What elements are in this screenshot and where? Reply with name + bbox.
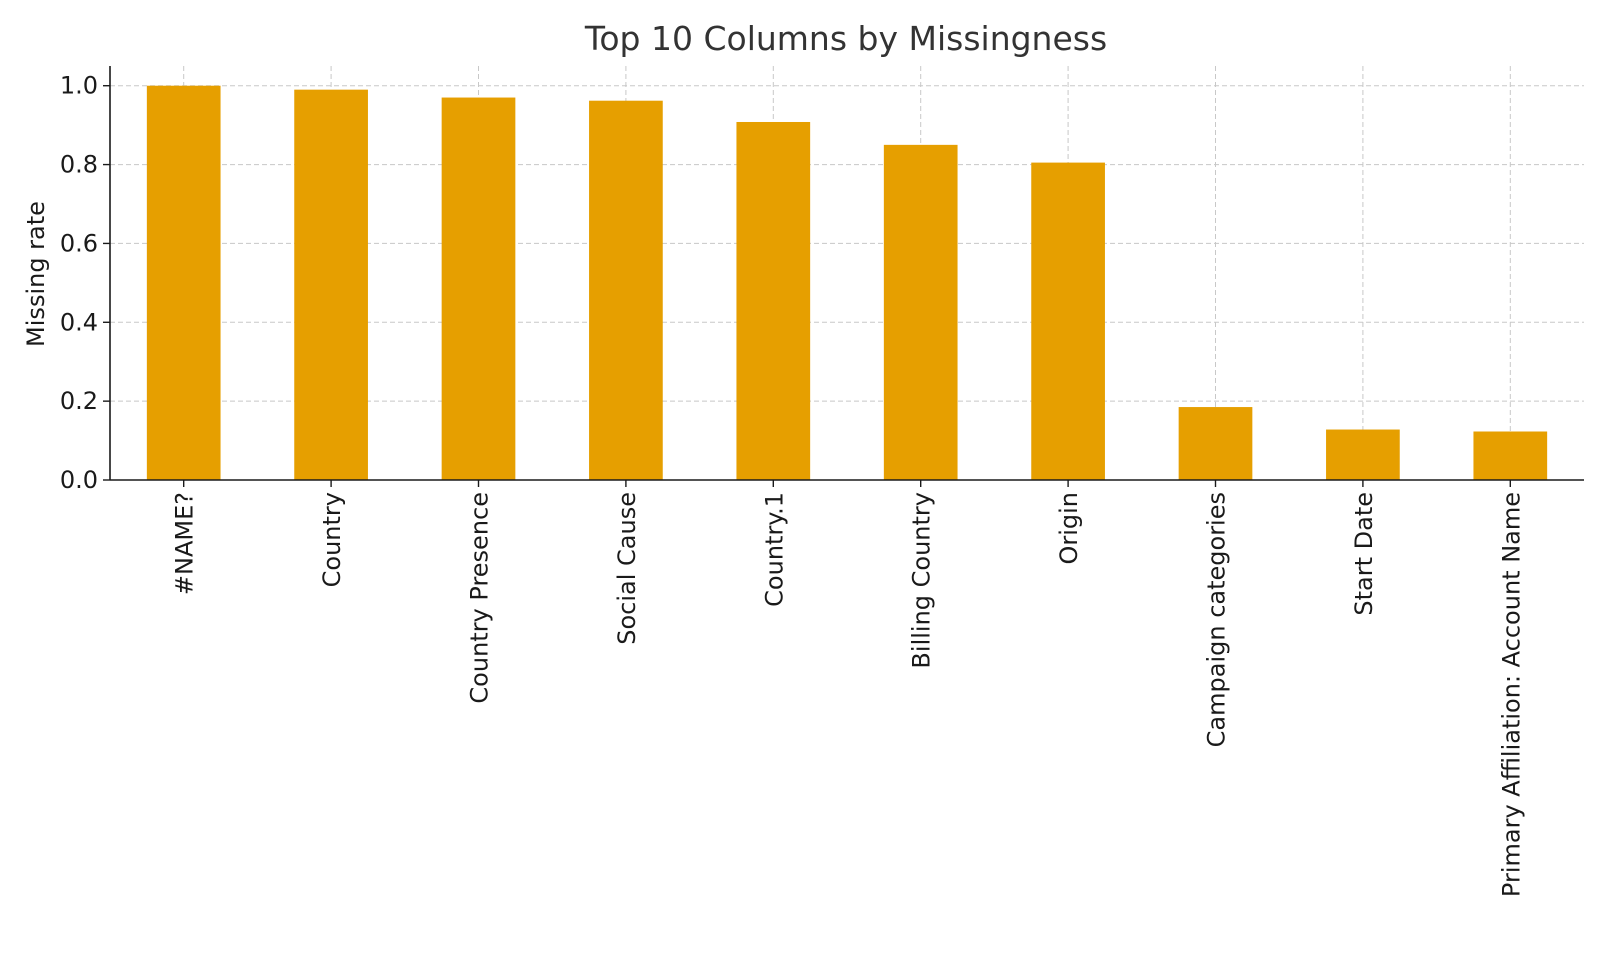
x-tick-label: Origin [1055, 492, 1083, 565]
x-tick-label: Country [318, 492, 346, 587]
chart-title: Top 10 Columns by Missingness [584, 19, 1107, 58]
y-tick-label: 0.4 [60, 308, 98, 336]
x-tick-label: Social Cause [613, 492, 641, 645]
y-tick-label: 0.8 [60, 151, 98, 179]
bar [736, 121, 811, 480]
x-tick-label: Country Presence [466, 492, 494, 704]
axes [109, 66, 1584, 481]
x-tick-label: Campaign categories [1203, 492, 1231, 747]
bar [1326, 429, 1400, 480]
bars [146, 85, 1548, 481]
bar [294, 89, 368, 481]
y-tick-label: 0.6 [60, 229, 98, 257]
bar [146, 85, 221, 480]
y-axis-label: Missing rate [22, 201, 50, 347]
x-tick-label: Country.1 [760, 492, 788, 607]
y-tick-label: 0.2 [60, 387, 98, 415]
x-tick-label: Primary Affiliation: Account Name [1497, 492, 1525, 897]
y-ticks: 0.0 0.2 0.4 0.6 0.8 1.0 [60, 72, 110, 494]
x-tick-label: Start Date [1350, 492, 1378, 616]
x-ticks: #NAME? Country Country Presence Social Caus… [171, 480, 1525, 897]
bar [1473, 431, 1548, 480]
x-tick-label: #NAME? [171, 492, 199, 595]
x-tick-label: Billing Country [908, 492, 936, 669]
y-tick-label: 1.0 [60, 72, 98, 100]
y-tick-label: 0.0 [60, 466, 98, 494]
bar [883, 144, 958, 480]
bar [1031, 162, 1105, 480]
bar [441, 97, 516, 481]
bar [589, 100, 663, 480]
bar [1178, 407, 1253, 480]
